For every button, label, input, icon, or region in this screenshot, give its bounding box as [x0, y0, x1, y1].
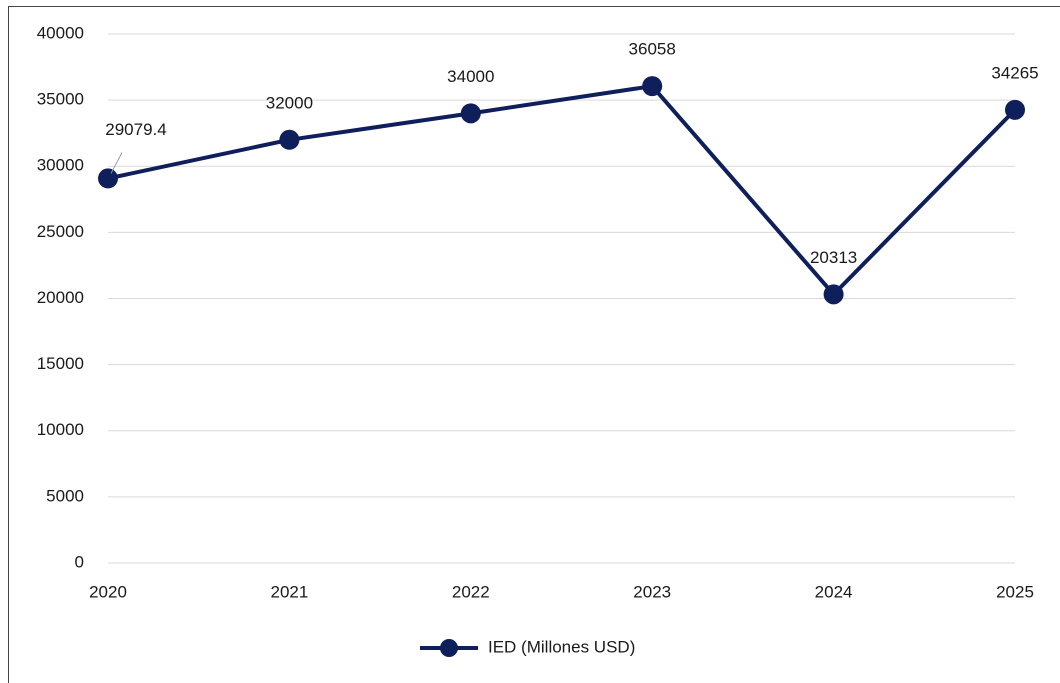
data-point [642, 76, 663, 97]
x-tick-label: 2020 [89, 582, 127, 601]
y-tick-label: 20000 [37, 288, 84, 307]
chart-frame [8, 6, 1060, 683]
data-point [823, 284, 844, 305]
data-point [98, 168, 118, 189]
data-label: 32000 [266, 93, 313, 112]
y-tick-label: 30000 [37, 156, 84, 175]
x-tick-label: 2023 [633, 582, 671, 601]
x-tick-label: 2021 [270, 582, 308, 601]
series-line [107, 84, 1017, 297]
x-tick-label: 2022 [452, 582, 490, 601]
data-point [279, 129, 300, 150]
y-tick-label: 40000 [37, 23, 84, 42]
data-label: 36058 [629, 40, 676, 59]
data-point [460, 103, 481, 124]
y-tick-label: 15000 [37, 354, 84, 373]
y-tick-label: 25000 [37, 222, 84, 241]
x-tick-label: 2024 [815, 582, 853, 601]
data-label: 20313 [810, 248, 857, 267]
legend-label: IED (Millones USD) [488, 637, 635, 656]
y-tick-label: 5000 [46, 486, 84, 505]
data-label: 29079.4 [105, 120, 166, 139]
x-tick-label: 2025 [996, 582, 1034, 601]
legend-marker [440, 639, 458, 657]
y-tick-label: 10000 [37, 420, 84, 439]
data-label: 34000 [447, 67, 494, 86]
data-label: 34265 [991, 63, 1038, 82]
data-point [1005, 99, 1025, 120]
leader-line [110, 152, 123, 174]
y-tick-label: 0 [75, 552, 84, 571]
y-tick-label: 35000 [37, 90, 84, 109]
